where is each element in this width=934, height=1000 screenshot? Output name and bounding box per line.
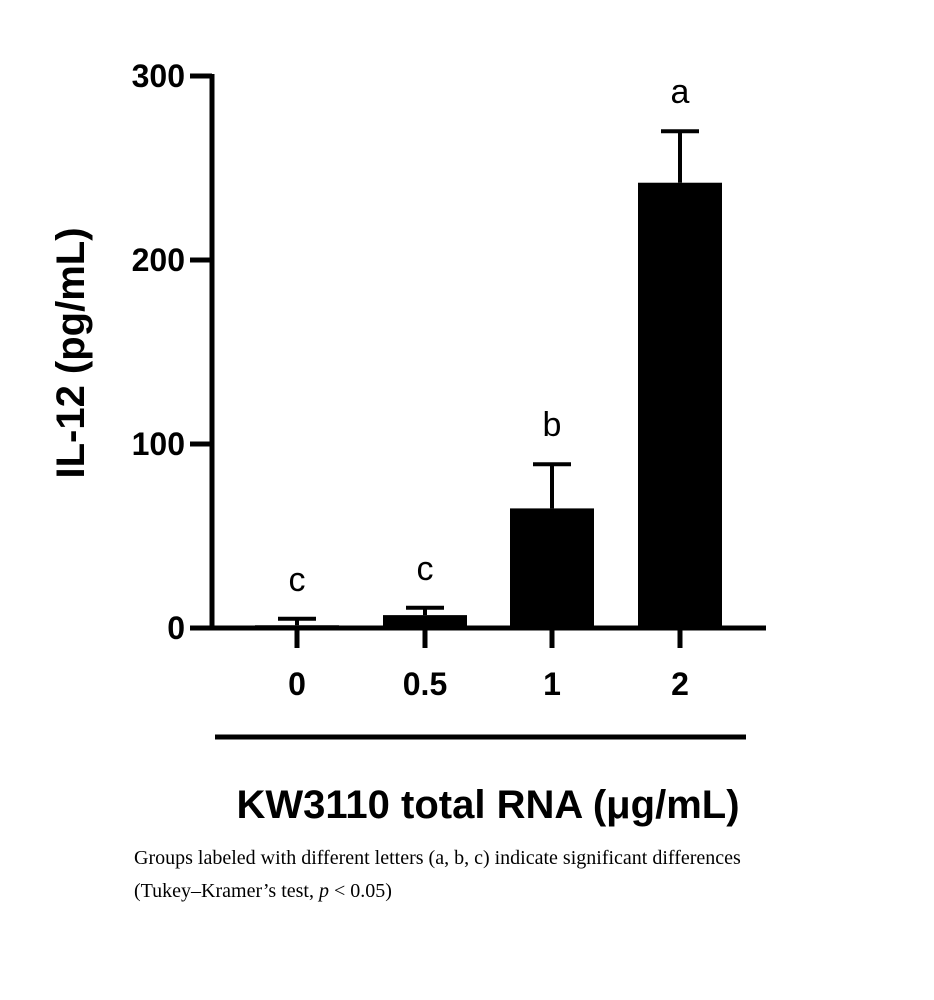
significance-label: c [289,561,306,599]
y-tick-label: 0 [167,610,185,646]
bar [510,508,594,628]
x-axis-title: KW3110 total RNA (μg/mL) [236,783,739,827]
y-axis: 0 100 200 300 [132,58,215,646]
bar [383,615,467,628]
figure-caption: Groups labeled with different letters (a… [134,842,914,908]
significance-label: b [543,406,562,444]
x-tick-label: 0.5 [403,666,447,702]
significance-label: a [671,73,690,111]
x-tick-label: 2 [671,666,689,702]
x-tick-label: 0 [288,666,306,702]
caption-line-2-prefix: (Tukey–Kramer’s test, [134,880,319,902]
significance-label: c [417,550,434,588]
bar-chart: 0 100 200 300 c c b a 0 0.5 1 2 KW3110 total RNA … [49,58,766,827]
y-axis-title: IL-12 (pg/mL) [49,227,93,478]
error-bars [278,129,699,626]
caption-line-1: Groups labeled with different letters (a… [134,847,741,869]
x-tick-label: 1 [543,666,561,702]
x-axis: 0 0.5 1 2 [190,625,766,702]
caption-p-symbol: p [318,880,329,902]
y-tick-label: 200 [132,242,185,278]
bars [255,182,722,628]
y-tick-label: 300 [132,58,185,94]
y-tick-label: 100 [132,426,185,462]
caption-line-2-suffix: < 0.05) [328,880,392,902]
caption-line-2: (Tukey–Kramer’s test, p < 0.05) [134,875,914,908]
bar [638,182,722,628]
significance-labels: c c b a [289,73,690,599]
